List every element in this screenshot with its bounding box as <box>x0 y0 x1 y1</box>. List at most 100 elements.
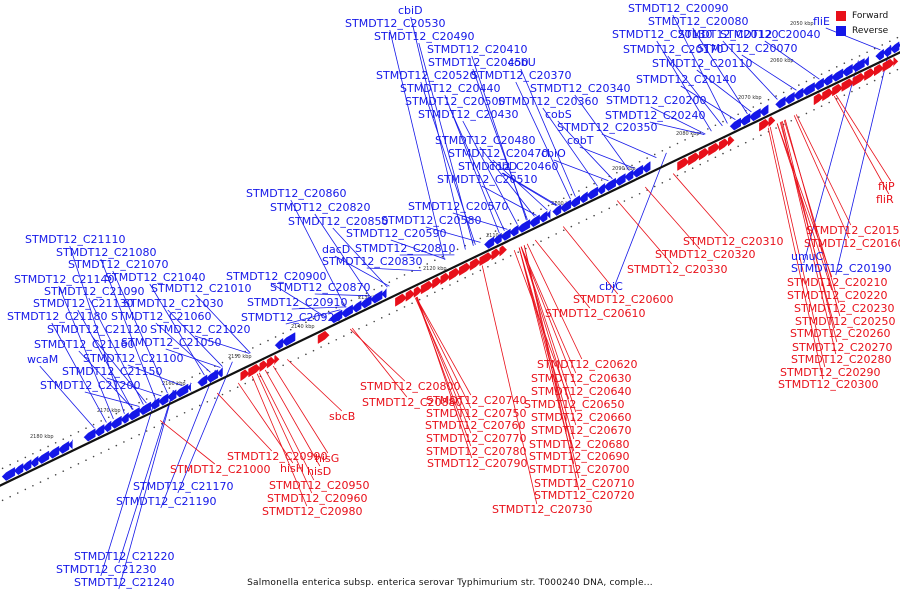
reverse-gene-arrow <box>813 77 824 91</box>
scale-dot <box>684 139 686 141</box>
scale-dot <box>790 119 793 122</box>
reverse-gene-arrow <box>216 366 223 378</box>
scale-dot <box>851 58 853 61</box>
forward-gene-label: hisD <box>307 465 331 478</box>
forward-gene-label: STMDT12_C20980 <box>262 505 363 518</box>
reverse-gene-label: STMDT12_C21080 <box>56 246 157 259</box>
scale-dot <box>608 207 611 210</box>
scale-dot <box>153 426 156 429</box>
scale-dot <box>373 320 375 323</box>
genome-backbone <box>0 51 900 487</box>
scale-dot <box>540 240 542 242</box>
reverse-gene-label: STMDT12_C21120 <box>47 323 148 336</box>
scale-dot <box>373 288 375 291</box>
leader-line <box>177 361 233 494</box>
scale-dot <box>737 145 739 148</box>
scale-dot <box>388 313 391 316</box>
scale-dot <box>798 116 800 118</box>
scale-dot <box>767 98 770 101</box>
scale-dot <box>1 467 4 470</box>
scale-dot <box>744 141 747 144</box>
leader-line <box>366 267 422 272</box>
scale-dot <box>252 347 254 349</box>
leader-line <box>69 245 125 414</box>
legend-reverse-label: Reverse <box>852 25 889 36</box>
scale-dot <box>479 269 482 272</box>
forward-swatch <box>836 10 846 21</box>
forward-gene-label: STMDT12_C20310 <box>683 235 784 248</box>
forward-gene-label: STMDT12_C20290 <box>780 366 881 379</box>
scale-dot <box>16 492 19 494</box>
reverse-gene-arrow <box>197 374 208 387</box>
map-caption: Salmonella enterica subsp. enterica sero… <box>247 578 653 588</box>
scale-dot <box>760 134 762 137</box>
leader-line <box>285 309 341 325</box>
reverse-gene-label: STMDT12_C20070 <box>697 42 798 55</box>
forward-gene-label: STMDT12_C20720 <box>534 489 635 502</box>
scale-dot <box>707 160 709 162</box>
scale-dot <box>456 248 459 251</box>
leader-line <box>672 173 729 237</box>
reverse-gene-arrow <box>802 82 815 96</box>
forward-gene-label: STMDT12_C20260 <box>790 327 891 340</box>
reverse-gene-label: STMDT12_C20190 <box>791 262 892 275</box>
leader-line <box>534 239 591 309</box>
scale-dot <box>547 204 550 207</box>
reverse-gene-arrow <box>484 236 495 249</box>
reverse-gene-label: STMDT12_C20860 <box>246 187 347 200</box>
leader-line <box>776 123 833 291</box>
scale-dot <box>403 274 406 276</box>
forward-gene-label: STMDT12_C20730 <box>492 503 593 516</box>
scale-dot <box>456 280 459 283</box>
scale-dot <box>479 237 482 240</box>
kbp-tick-label: 2170 kbp <box>97 408 121 414</box>
scale-dot <box>691 135 694 137</box>
scale-dot <box>411 270 413 273</box>
reverse-gene-label: STMDT12_C21060 <box>111 310 212 323</box>
reverse-gene-arrow <box>158 393 169 406</box>
scale-dot <box>388 281 391 284</box>
scale-dot <box>221 361 224 364</box>
reverse-gene-label: STMDT12_C21130 <box>33 297 134 310</box>
reverse-gene-arrow <box>341 304 353 318</box>
reverse-gene-label: STMDT12_C20240 <box>605 109 706 122</box>
scale-dot <box>267 339 269 342</box>
leader-line <box>51 322 107 423</box>
reverse-gene-arrow <box>138 401 152 416</box>
reverse-gene-label: STMDT12_C21040 <box>105 271 206 284</box>
scale-dot <box>411 302 413 305</box>
forward-gene-arrow <box>420 280 434 295</box>
forward-gene-label: STMDT12_C20780 <box>426 445 527 458</box>
scale-dot <box>540 208 542 210</box>
reverse-gene-arrow <box>83 428 96 442</box>
forward-gene-label: STMDT12_C20640 <box>531 385 632 398</box>
leader-line <box>835 94 892 182</box>
scale-dot <box>805 112 808 115</box>
kbp-tick-label: 2120 kbp <box>423 266 447 272</box>
leader-line <box>523 245 580 491</box>
scale-dot <box>646 157 648 159</box>
scale-dot <box>32 484 34 487</box>
reverse-gene-label: fliE <box>813 15 830 28</box>
scale-dot <box>403 306 406 308</box>
scale-dot <box>327 342 330 345</box>
reverse-gene-arrow <box>528 214 540 228</box>
leader-line <box>159 420 216 465</box>
scale-dot <box>327 310 330 313</box>
scale-dot <box>570 193 573 196</box>
reverse-gene-label: STMDT12_C20450 <box>428 56 529 69</box>
scale-dot <box>813 109 815 111</box>
leader-line <box>764 40 820 80</box>
leader-line <box>672 14 728 124</box>
scale-dot <box>714 156 717 159</box>
scale-dot <box>54 442 57 444</box>
reverse-gene-arrow <box>30 455 39 468</box>
leader-line <box>195 294 251 354</box>
forward-gene-label: STMDT12_C20770 <box>426 432 527 445</box>
leader-line <box>112 270 168 394</box>
scale-dot <box>752 138 755 140</box>
scale-dot <box>236 386 239 389</box>
scale-dot <box>866 83 868 86</box>
forward-gene-arrow <box>405 289 415 302</box>
